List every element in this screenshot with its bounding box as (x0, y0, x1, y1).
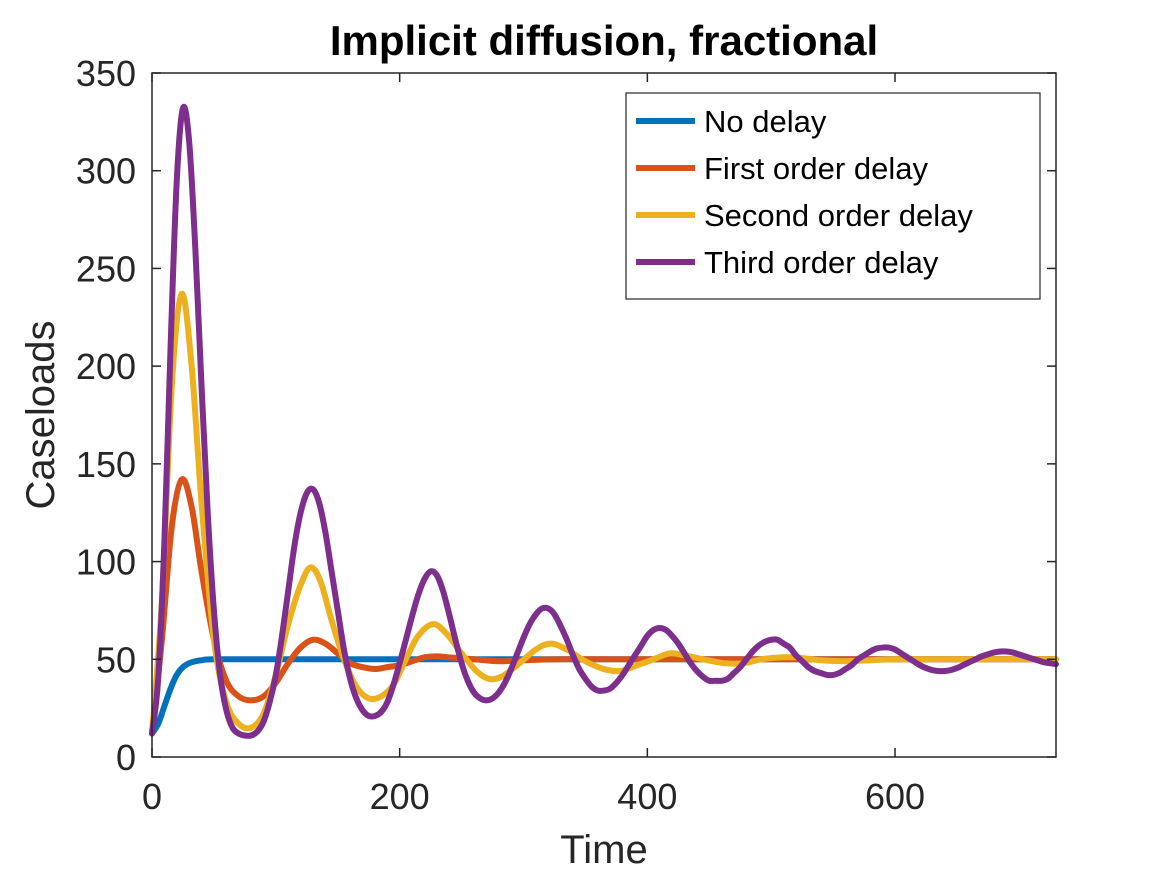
y-tick-label: 350 (76, 53, 136, 94)
y-tick-label: 50 (96, 639, 136, 680)
y-tick-label: 300 (76, 151, 136, 192)
y-tick-label: 0 (116, 737, 136, 778)
y-tick-label: 200 (76, 346, 136, 387)
y-tick-label: 150 (76, 444, 136, 485)
y-axis-label: Caseloads (19, 320, 63, 509)
legend-label-no-delay: No delay (704, 104, 827, 139)
ticks-layer: 0 200 400 600 0 50 100 150 200 250 300 350 (76, 53, 1056, 817)
x-tick-label: 400 (617, 776, 677, 817)
x-tick-label: 600 (865, 776, 925, 817)
legend-label-first-order-delay: First order delay (704, 151, 928, 186)
series-line-third-order-delay (149, 103, 1059, 739)
x-tick-label: 200 (370, 776, 430, 817)
y-tick-label: 250 (76, 248, 136, 289)
x-axis-label: Time (560, 828, 647, 872)
y-tick-label: 100 (76, 542, 136, 583)
legend: No delay First order delay Second order de… (625, 92, 1041, 300)
chart-title: Implicit diffusion, fractional (330, 17, 878, 64)
series-layer (149, 103, 1059, 739)
plot-frame (151, 72, 1057, 758)
legend-label-second-order-delay: Second order delay (704, 198, 973, 233)
legend-label-third-order-delay: Third order delay (704, 245, 939, 280)
series-line-first-order-delay (149, 476, 1059, 737)
x-tick-label: 0 (142, 776, 162, 817)
